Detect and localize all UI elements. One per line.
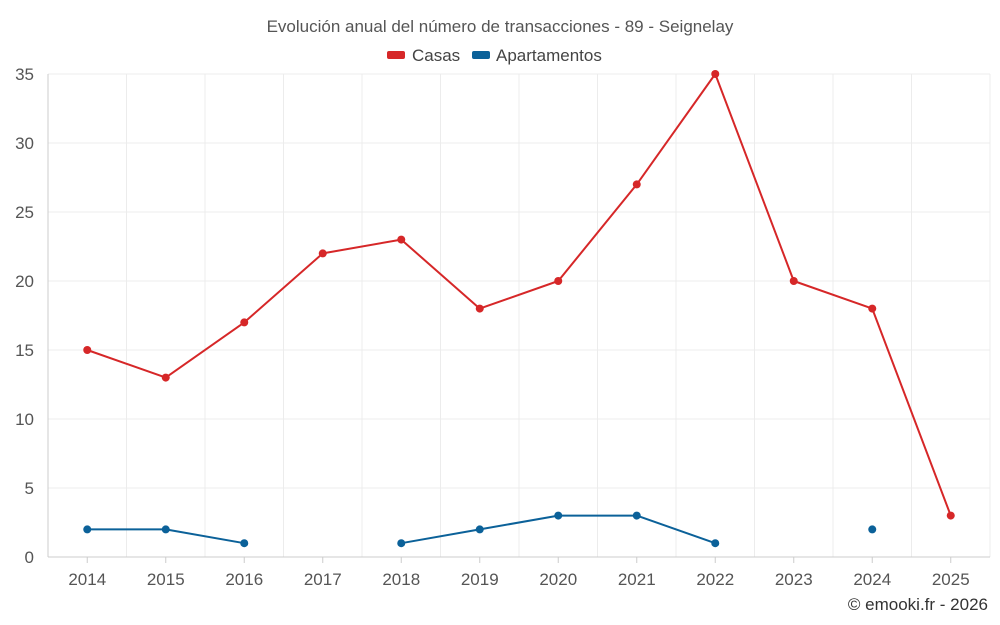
x-tick-label-2024: 2024: [853, 570, 891, 589]
point-apartamentos-2015[interactable]: [161, 525, 170, 534]
x-tick-label-2017: 2017: [304, 570, 342, 589]
legend-label-casas: Casas: [412, 46, 460, 65]
legend: Casas Apartamentos: [387, 46, 602, 65]
chart-title: Evolución anual del número de transaccio…: [267, 17, 734, 36]
y-tick-label-10: 10: [15, 410, 34, 429]
y-tick-label-30: 30: [15, 134, 34, 153]
series: [83, 70, 955, 548]
x-tick-label-2016: 2016: [225, 570, 263, 589]
y-tick-label-35: 35: [15, 65, 34, 84]
grid: [47, 73, 991, 557]
point-casas-2017[interactable]: [318, 249, 327, 258]
x-tick-label-2020: 2020: [539, 570, 577, 589]
point-apartamentos-2018[interactable]: [397, 539, 406, 548]
x-tick-label-2015: 2015: [147, 570, 185, 589]
y-tick-label-5: 5: [25, 479, 34, 498]
point-casas-2021[interactable]: [632, 180, 641, 189]
series-line-casas-0: [86, 73, 952, 516]
x-tick-label-2025: 2025: [932, 570, 970, 589]
series-casas: [83, 70, 955, 520]
point-casas-2019[interactable]: [475, 304, 484, 313]
point-casas-2016[interactable]: [240, 318, 249, 327]
point-casas-2025[interactable]: [946, 511, 955, 520]
point-apartamentos-2021[interactable]: [632, 511, 641, 520]
legend-swatch-casas: [387, 51, 405, 59]
point-casas-2015[interactable]: [161, 373, 170, 382]
y-tick-label-25: 25: [15, 203, 34, 222]
point-apartamentos-2020[interactable]: [554, 511, 563, 520]
y-tick-label-20: 20: [15, 272, 34, 291]
point-apartamentos-2024[interactable]: [868, 525, 877, 534]
point-apartamentos-2019[interactable]: [475, 525, 484, 534]
point-apartamentos-2014[interactable]: [83, 525, 92, 534]
x-tick-label-2014: 2014: [68, 570, 106, 589]
legend-item-casas[interactable]: Casas: [387, 46, 460, 65]
x-tick-label-2023: 2023: [775, 570, 813, 589]
x-tick-label-2019: 2019: [461, 570, 499, 589]
point-apartamentos-2016[interactable]: [240, 539, 249, 548]
x-tick-label-2021: 2021: [618, 570, 656, 589]
credit-text: © emooki.fr - 2026: [848, 595, 988, 614]
point-casas-2020[interactable]: [554, 277, 563, 285]
point-apartamentos-2022[interactable]: [711, 539, 720, 548]
point-casas-2023[interactable]: [789, 277, 798, 285]
y-tick-label-0: 0: [25, 548, 34, 567]
y-tick-label-15: 15: [15, 341, 34, 360]
x-tick-label-2018: 2018: [382, 570, 420, 589]
point-casas-2022[interactable]: [711, 70, 720, 78]
series-apartamentos: [83, 511, 877, 548]
series-line-apartamentos-1: [401, 514, 716, 545]
legend-item-apartamentos[interactable]: Apartamentos: [472, 46, 602, 65]
point-casas-2014[interactable]: [83, 346, 92, 354]
point-casas-2024[interactable]: [868, 304, 877, 313]
legend-swatch-apartamentos: [472, 51, 490, 59]
x-tick-label-2022: 2022: [696, 570, 734, 589]
point-casas-2018[interactable]: [397, 235, 406, 244]
legend-label-apartamentos: Apartamentos: [496, 46, 602, 65]
